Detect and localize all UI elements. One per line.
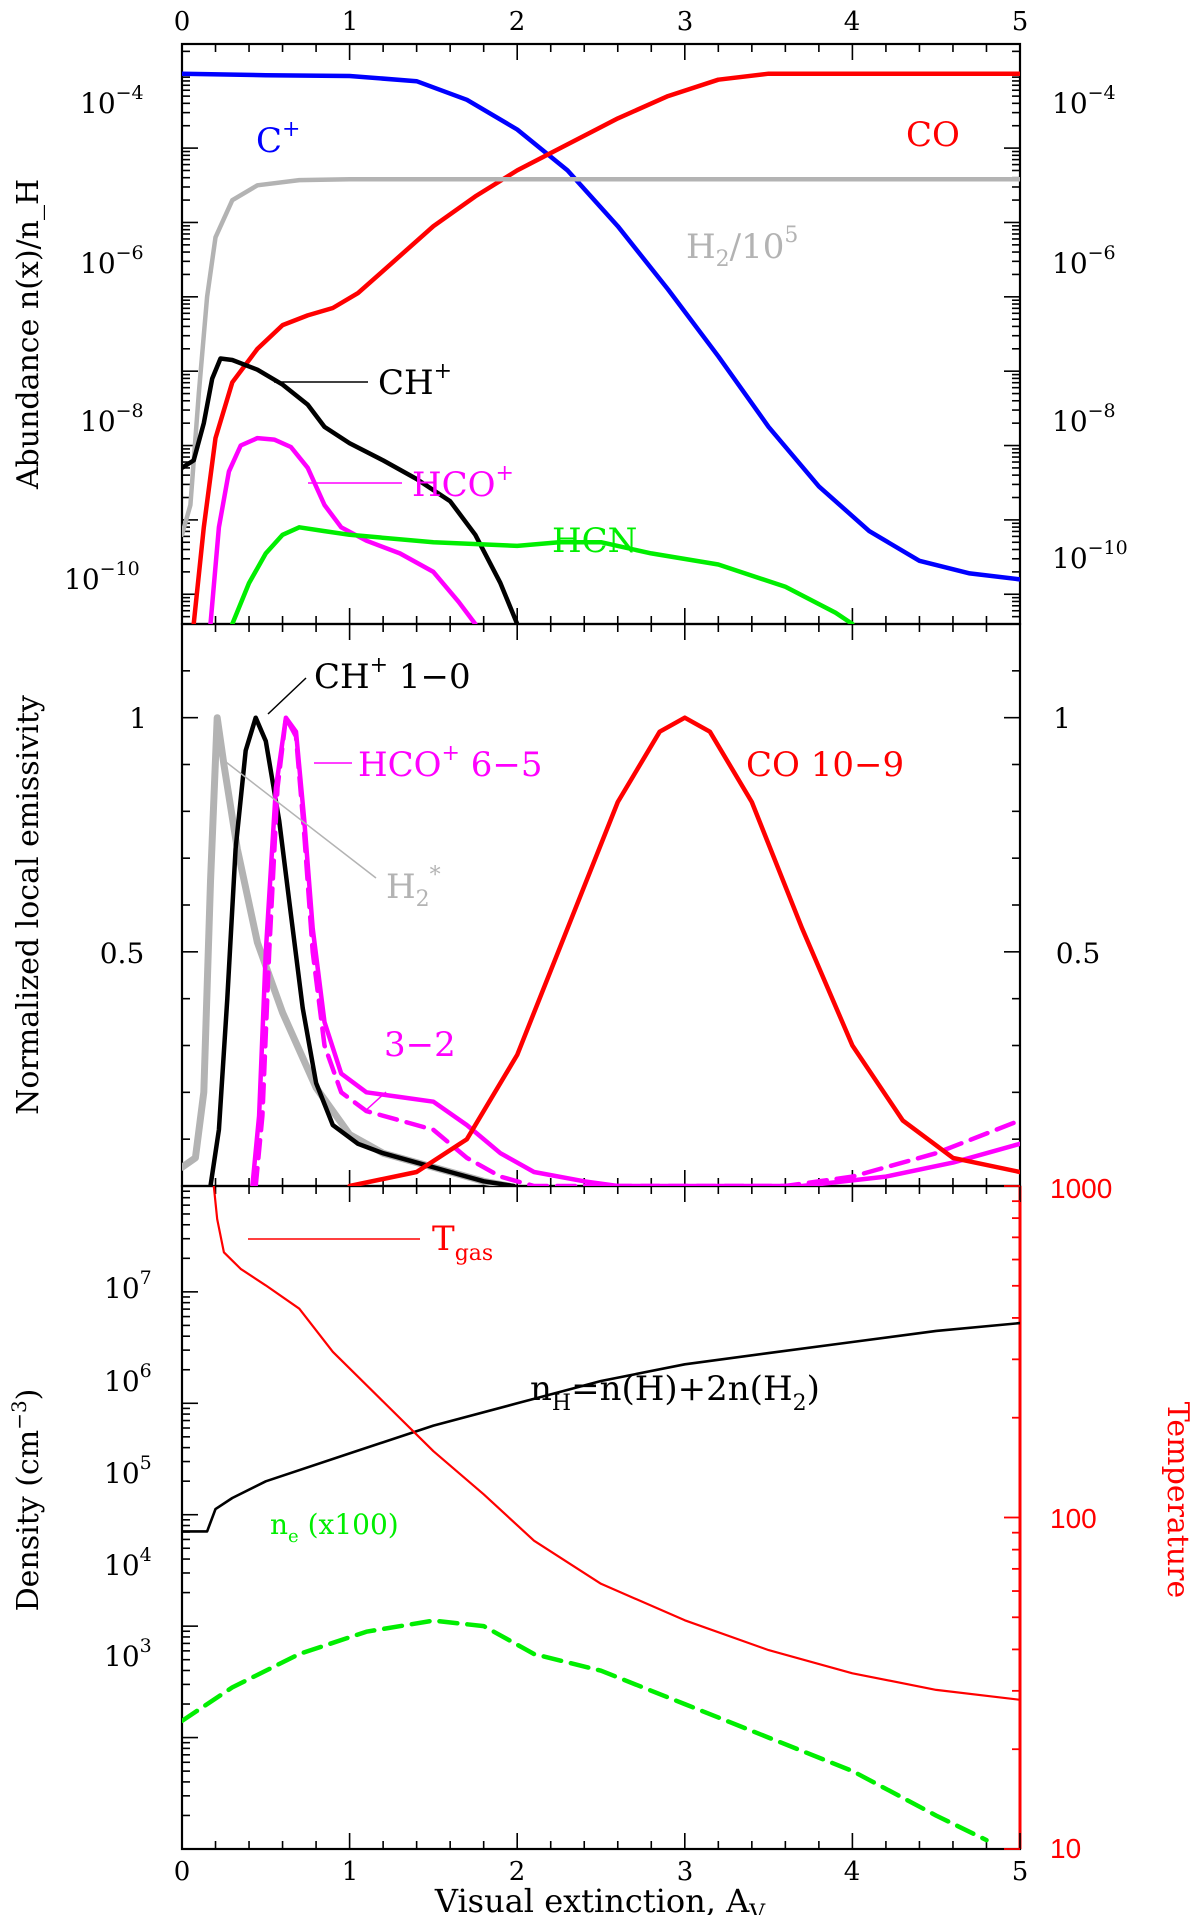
ch-plus-10-leader xyxy=(267,677,307,715)
density-y-tick-1e6: 106 xyxy=(104,1360,152,1398)
top-x-tick-4: 4 xyxy=(844,7,861,37)
abundance-y-tick-1e-4: 10−4 xyxy=(80,82,144,120)
temperature-y-tick-labels: 1000 100 10 xyxy=(1050,1173,1112,1864)
label-hco-plus-6-5: HCO+ 6−5 xyxy=(358,741,543,785)
density-y-tick-1e5: 105 xyxy=(104,1452,152,1490)
axis-ticks xyxy=(181,44,1021,1850)
temperature-tick-100: 100 xyxy=(1050,1503,1097,1534)
bottom-x-tick-1: 1 xyxy=(342,1857,359,1887)
temperature-axis-title: Temperature xyxy=(1160,1402,1195,1599)
temperature-tick-1000: 1000 xyxy=(1050,1173,1112,1204)
plot-curves xyxy=(182,71,1020,1843)
density-y-tick-1e4: 104 xyxy=(104,1544,152,1582)
density-y-tick-1e3: 103 xyxy=(104,1635,152,1673)
emissivity-y2-tick-0.5: 0.5 xyxy=(1056,937,1101,970)
emissivity-y-axis-title: Normalized local emissivity xyxy=(11,695,46,1115)
top-x-tick-1: 1 xyxy=(342,7,359,37)
top-x-tick-labels: 0 1 2 3 4 5 xyxy=(174,7,1029,37)
series-co-10-9 xyxy=(347,715,1020,1186)
label-h2-star: H2* xyxy=(386,863,441,912)
abundance-y-tick-1e-10: 10−10 xyxy=(64,558,140,596)
abundance-series-group xyxy=(182,71,1020,624)
series-c xyxy=(182,71,1020,582)
h2-star-leader xyxy=(225,761,377,879)
label-co: CO xyxy=(906,115,960,155)
series-hco-6-5 xyxy=(253,715,1020,1186)
density-y-tick-1e7: 107 xyxy=(104,1267,152,1305)
bottom-x-tick-3: 3 xyxy=(677,1857,694,1887)
label-c-plus: C+ xyxy=(256,117,300,161)
series-n-h-n-h-2n-h2 xyxy=(182,1321,1020,1533)
emissivity-series-group xyxy=(182,714,1020,1186)
label-n-e: ne (x100) xyxy=(270,1508,399,1547)
label-hcn: HCN xyxy=(552,521,637,561)
label-ch-plus-1-0: CH+ 1−0 xyxy=(314,653,471,697)
top-x-tick-2: 2 xyxy=(509,7,526,37)
emissivity-y-tick-0.5: 0.5 xyxy=(100,937,145,970)
abundance-y2-tick-1e-4: 10−4 xyxy=(1052,82,1116,120)
density-y-tick-labels: 107 106 105 104 103 xyxy=(104,1267,152,1673)
series-ch xyxy=(182,356,520,624)
label-hco-plus: HCO+ xyxy=(412,461,514,505)
series-hco-3-2 xyxy=(250,715,1020,1186)
emissivity-y-tick-1: 1 xyxy=(129,702,147,735)
bottom-x-tick-2: 2 xyxy=(509,1857,526,1887)
bottom-x-tick-labels: 0 1 2 3 4 5 xyxy=(174,1857,1029,1887)
abundance-y2-tick-1e-6: 10−6 xyxy=(1052,242,1116,280)
series-t-gas xyxy=(212,1186,1020,1701)
abundance-y-axis-title: Abundance n(x)/n_H xyxy=(11,179,46,490)
label-t-gas: Tgas xyxy=(432,1219,493,1266)
three-two-leader xyxy=(363,1091,387,1113)
series-hcn xyxy=(230,525,855,624)
label-h2: H2/105 xyxy=(686,223,798,272)
label-n-h: nH=n(H)+2n(H2) xyxy=(530,1369,820,1416)
label-3-2: 3−2 xyxy=(384,1025,456,1065)
abundance-y-tick-labels: 10−4 10−6 10−8 10−10 10−4 10−6 10−8 10−1… xyxy=(64,82,1128,596)
density-y-axis-title: Density (cm−3) xyxy=(7,1389,46,1612)
bottom-x-tick-5: 5 xyxy=(1012,1857,1029,1887)
x-axis-title: Visual extinction, AV xyxy=(434,1882,766,1915)
series-n-e-x100 xyxy=(182,1618,989,1843)
emissivity-y-tick-labels: 1 0.5 1 0.5 xyxy=(100,702,1101,970)
abundance-y2-tick-1e-8: 10−8 xyxy=(1052,400,1116,438)
top-x-tick-3: 3 xyxy=(677,7,694,37)
label-ch-plus: CH+ xyxy=(378,359,452,403)
label-co-10-9: CO 10−9 xyxy=(746,745,904,785)
series-hco xyxy=(208,435,478,624)
temperature-tick-10: 10 xyxy=(1050,1833,1081,1864)
top-x-tick-5: 5 xyxy=(1012,7,1029,37)
abundance-y-tick-1e-6: 10−6 xyxy=(80,242,144,280)
emissivity-y2-tick-1: 1 xyxy=(1053,702,1071,735)
bottom-x-tick-4: 4 xyxy=(844,1857,861,1887)
density_temperature-series-group xyxy=(182,1186,1020,1843)
abundance-y2-tick-1e-10: 10−10 xyxy=(1052,537,1128,575)
bottom-x-tick-0: 0 xyxy=(174,1857,191,1887)
series-ch-1-0 xyxy=(208,715,517,1186)
abundance-y-tick-1e-8: 10−8 xyxy=(80,400,144,438)
top-x-tick-0: 0 xyxy=(174,7,191,37)
series-co xyxy=(191,71,1020,624)
series-h2-10-5 xyxy=(182,177,1020,538)
